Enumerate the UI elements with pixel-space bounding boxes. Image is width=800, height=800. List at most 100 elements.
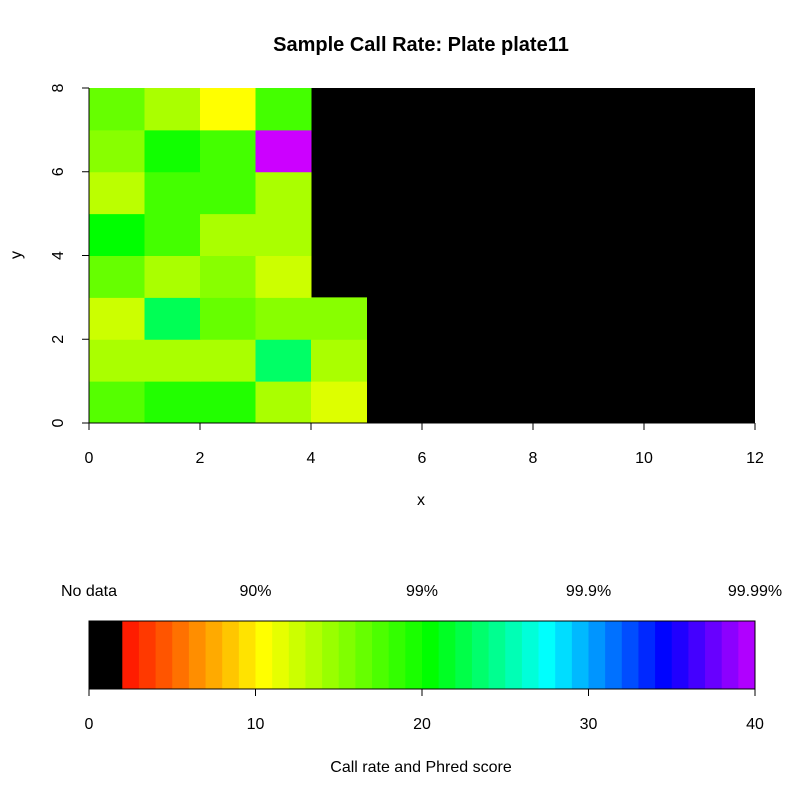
legend-swatch-1 [105,621,123,689]
legend-top-label: 99.99% [728,583,782,600]
heatmap-cell-18 [255,255,312,298]
heatmap-cell-6 [144,339,201,382]
legend-top-label: 90% [239,583,271,600]
heatmap-cell-25 [200,171,256,215]
heatmap-cell-29 [200,129,256,173]
legend-top-label: 99% [406,583,438,600]
legend-swatch-36 [688,621,706,689]
heatmap-cell-8 [255,339,312,382]
legend-swatch-7 [205,621,223,689]
legend-swatch-5 [172,621,190,689]
legend-color-bar [88,620,756,690]
legend-swatch-33 [638,621,656,689]
x-tick-label: 6 [418,450,427,467]
legend-swatch-9 [238,621,256,689]
heatmap-plot-area [89,88,755,424]
legend-swatch-32 [621,621,639,689]
heatmap-cell-17 [200,255,256,298]
y-axis-label: y [8,251,25,259]
heatmap-cell-26 [255,171,312,215]
y-tick-label: 4 [50,251,67,260]
heatmap-cell-13 [255,297,312,340]
heatmap-cell-10 [89,297,145,340]
legend-swatch-19 [405,621,423,689]
legend-axis: 0 10 20 30 40 [85,688,764,733]
heatmap-cell-15 [89,255,145,298]
legend-swatch-20 [422,621,440,689]
y-tick-label: 0 [50,418,67,427]
heatmap-cell-33 [200,88,256,131]
legend-swatch-22 [455,621,473,689]
heatmap-cell-4 [311,381,367,424]
heatmap-cell-9 [311,339,367,382]
legend-swatch-25 [505,621,523,689]
x-tick-label: 8 [529,450,538,467]
legend-swatch-31 [605,621,623,689]
legend-swatch-18 [388,621,406,689]
legend-swatch-23 [471,621,490,689]
legend-swatch-12 [288,621,306,689]
legend-swatch-39 [738,621,756,689]
legend-swatch-3 [138,621,157,689]
y-tick-label: 6 [50,167,67,176]
legend-top-label: No data [61,583,117,600]
y-axis: 0 2 4 6 8 [50,83,90,427]
x-tick-label: 0 [85,450,94,467]
legend-top-label: 99.9% [566,583,611,600]
legend-swatch-24 [488,621,506,689]
y-tick-label: 2 [50,335,67,344]
legend-tick-label: 40 [746,716,764,733]
heatmap-cell-30 [255,129,312,173]
legend-swatch-10 [255,621,273,689]
legend-swatch-37 [705,621,723,689]
heatmap-cell-12 [200,297,256,340]
legend-swatch-4 [155,621,173,689]
legend-swatch-30 [588,621,606,689]
legend-swatch-0 [89,621,107,689]
heatmap-cell-28 [144,129,201,173]
x-axis-label: x [417,492,425,509]
legend-swatch-29 [571,621,589,689]
chart-title: Sample Call Rate: Plate plate11 [273,34,569,56]
legend-tick-label: 10 [247,716,265,733]
legend-swatch-26 [521,621,540,689]
x-tick-label: 2 [196,450,205,467]
legend-swatch-8 [222,621,240,689]
heatmap-cell-2 [200,381,256,424]
heatmap-cell-31 [89,88,145,131]
heatmap-cell-21 [200,213,256,256]
legend-tick-label: 0 [85,716,94,733]
legend-swatch-16 [355,621,373,689]
legend-swatch-34 [655,621,673,689]
heatmap-cell-27 [89,129,145,173]
legend-swatch-2 [122,621,140,689]
heatmap-cells [89,88,367,424]
heatmap-cell-34 [255,88,312,131]
heatmap-cell-19 [89,213,145,256]
heatmap-cell-22 [255,213,312,256]
x-axis: 0 2 4 6 8 10 12 [85,422,764,467]
heatmap-cell-20 [144,213,201,256]
heatmap-cell-7 [200,339,256,382]
heatmap-cell-3 [255,381,312,424]
legend-swatch-21 [438,621,456,689]
heatmap-cell-14 [311,297,367,340]
heatmap-cell-0 [89,381,145,424]
heatmap-cell-5 [89,339,145,382]
legend-tick-label: 20 [413,716,431,733]
legend-swatch-27 [538,621,556,689]
heatmap-cell-23 [89,171,145,215]
y-tick-label: 8 [50,83,67,92]
x-tick-label: 10 [635,450,653,467]
heatmap-cell-16 [144,255,201,298]
x-tick-label: 12 [746,450,764,467]
legend-swatch-35 [671,621,689,689]
heatmap-cell-1 [144,381,201,424]
legend-swatch-6 [188,621,207,689]
heatmap-cell-11 [144,297,201,340]
legend-axis-label: Call rate and Phred score [330,759,512,776]
legend-tick-label: 30 [580,716,598,733]
legend-top-labels: No data 90% 99% 99.9% 99.99% [61,583,782,600]
legend-swatch-11 [272,621,290,689]
